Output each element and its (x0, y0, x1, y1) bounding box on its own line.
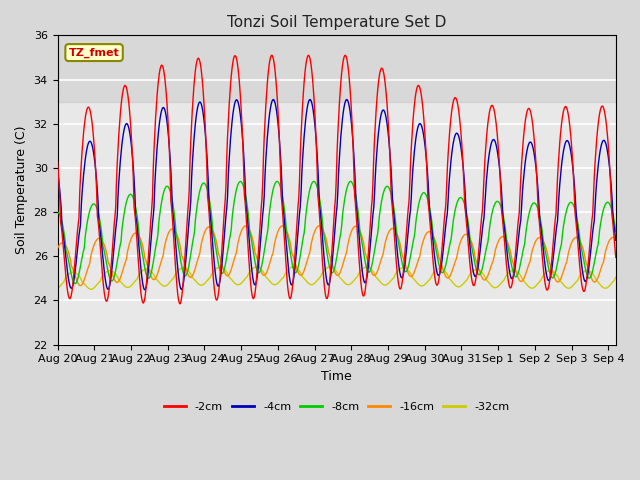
Bar (58, 36, 616, 102)
-8cm (151, 250, 159, 255)
-8cm (540, 242, 548, 248)
-32cm (513, 268, 520, 274)
-4cm (141, 287, 148, 293)
Line: -4cm: -4cm (58, 99, 616, 290)
-16cm (151, 276, 159, 282)
-16cm (282, 226, 289, 232)
-16cm (513, 269, 520, 275)
-8cm (54, 209, 61, 215)
-8cm (273, 179, 281, 184)
Legend: -2cm, -4cm, -8cm, -16cm, -32cm: -2cm, -4cm, -8cm, -16cm, -32cm (159, 397, 514, 416)
Y-axis label: Soil Temperature (C): Soil Temperature (C) (15, 126, 28, 254)
-16cm (612, 236, 620, 242)
-4cm (476, 247, 484, 253)
X-axis label: Time: Time (321, 370, 352, 383)
-8cm (513, 274, 520, 280)
-4cm (513, 256, 520, 262)
Line: -32cm: -32cm (58, 267, 616, 289)
-32cm (54, 286, 61, 292)
-8cm (612, 228, 620, 234)
-32cm (253, 264, 260, 270)
-32cm (282, 270, 289, 276)
-4cm (151, 183, 159, 189)
Line: -16cm: -16cm (58, 226, 616, 286)
-2cm (176, 301, 184, 307)
-4cm (54, 168, 61, 174)
-32cm (476, 268, 484, 274)
-2cm (293, 216, 301, 221)
-32cm (151, 274, 159, 279)
-8cm (282, 219, 289, 225)
-2cm (612, 254, 620, 260)
-2cm (150, 147, 158, 153)
-2cm (476, 230, 484, 236)
-16cm (540, 239, 548, 245)
-8cm (476, 271, 484, 277)
-16cm (77, 283, 84, 288)
-32cm (88, 287, 95, 292)
-2cm (513, 242, 520, 248)
-4cm (540, 251, 548, 257)
-16cm (293, 267, 301, 273)
-8cm (293, 267, 301, 273)
-4cm (612, 237, 620, 243)
Text: TZ_fmet: TZ_fmet (68, 48, 120, 58)
-16cm (54, 246, 61, 252)
Line: -8cm: -8cm (58, 181, 616, 284)
Line: -2cm: -2cm (58, 55, 616, 304)
Title: Tonzi Soil Temperature Set D: Tonzi Soil Temperature Set D (227, 15, 446, 30)
-32cm (293, 266, 301, 272)
-16cm (476, 270, 484, 276)
-2cm (268, 52, 276, 58)
-8cm (71, 281, 79, 287)
-16cm (242, 223, 250, 229)
-4cm (293, 239, 301, 245)
-2cm (282, 259, 289, 264)
-4cm (269, 96, 277, 102)
-2cm (540, 270, 548, 276)
-32cm (540, 272, 548, 278)
-32cm (612, 274, 620, 280)
-4cm (282, 234, 289, 240)
-2cm (54, 159, 61, 165)
